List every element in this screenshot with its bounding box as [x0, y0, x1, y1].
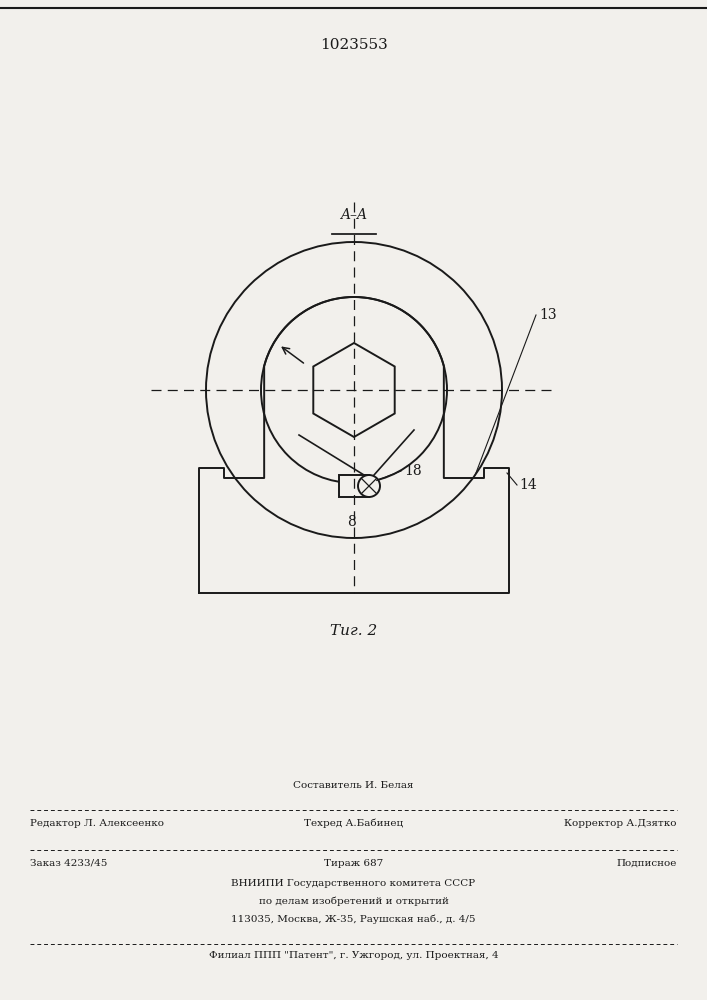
Text: 14: 14 [519, 478, 537, 492]
Circle shape [358, 475, 380, 497]
Text: 1023553: 1023553 [320, 38, 387, 52]
Text: 18: 18 [404, 464, 421, 478]
Text: Тираж 687: Тираж 687 [324, 859, 383, 868]
Text: Редактор Л. Алексеенко: Редактор Л. Алексеенко [30, 819, 164, 828]
Text: Корректор А.Дзятко: Корректор А.Дзятко [564, 819, 677, 828]
Text: Техред А.Бабинец: Техред А.Бабинец [304, 818, 403, 828]
Text: Заказ 4233/45: Заказ 4233/45 [30, 859, 107, 868]
Text: Подписное: Подписное [617, 859, 677, 868]
Text: 8: 8 [348, 515, 356, 529]
Text: Τиг. 2: Τиг. 2 [330, 624, 378, 638]
Text: по делам изобретений и открытий: по делам изобретений и открытий [259, 896, 448, 906]
Text: ВНИИПИ Государственного комитета СССР: ВНИИПИ Государственного комитета СССР [231, 879, 476, 888]
Text: 113035, Москва, Ж-35, Раушская наб., д. 4/5: 113035, Москва, Ж-35, Раушская наб., д. … [231, 914, 476, 924]
Text: 13: 13 [539, 308, 556, 322]
Text: Составитель И. Белая: Составитель И. Белая [293, 781, 414, 790]
Text: Филиал ППП "Патент", г. Ужгород, ул. Проектная, 4: Филиал ППП "Патент", г. Ужгород, ул. Про… [209, 951, 498, 960]
Text: A–A: A–A [341, 208, 368, 222]
Bar [339, 475, 369, 497]
